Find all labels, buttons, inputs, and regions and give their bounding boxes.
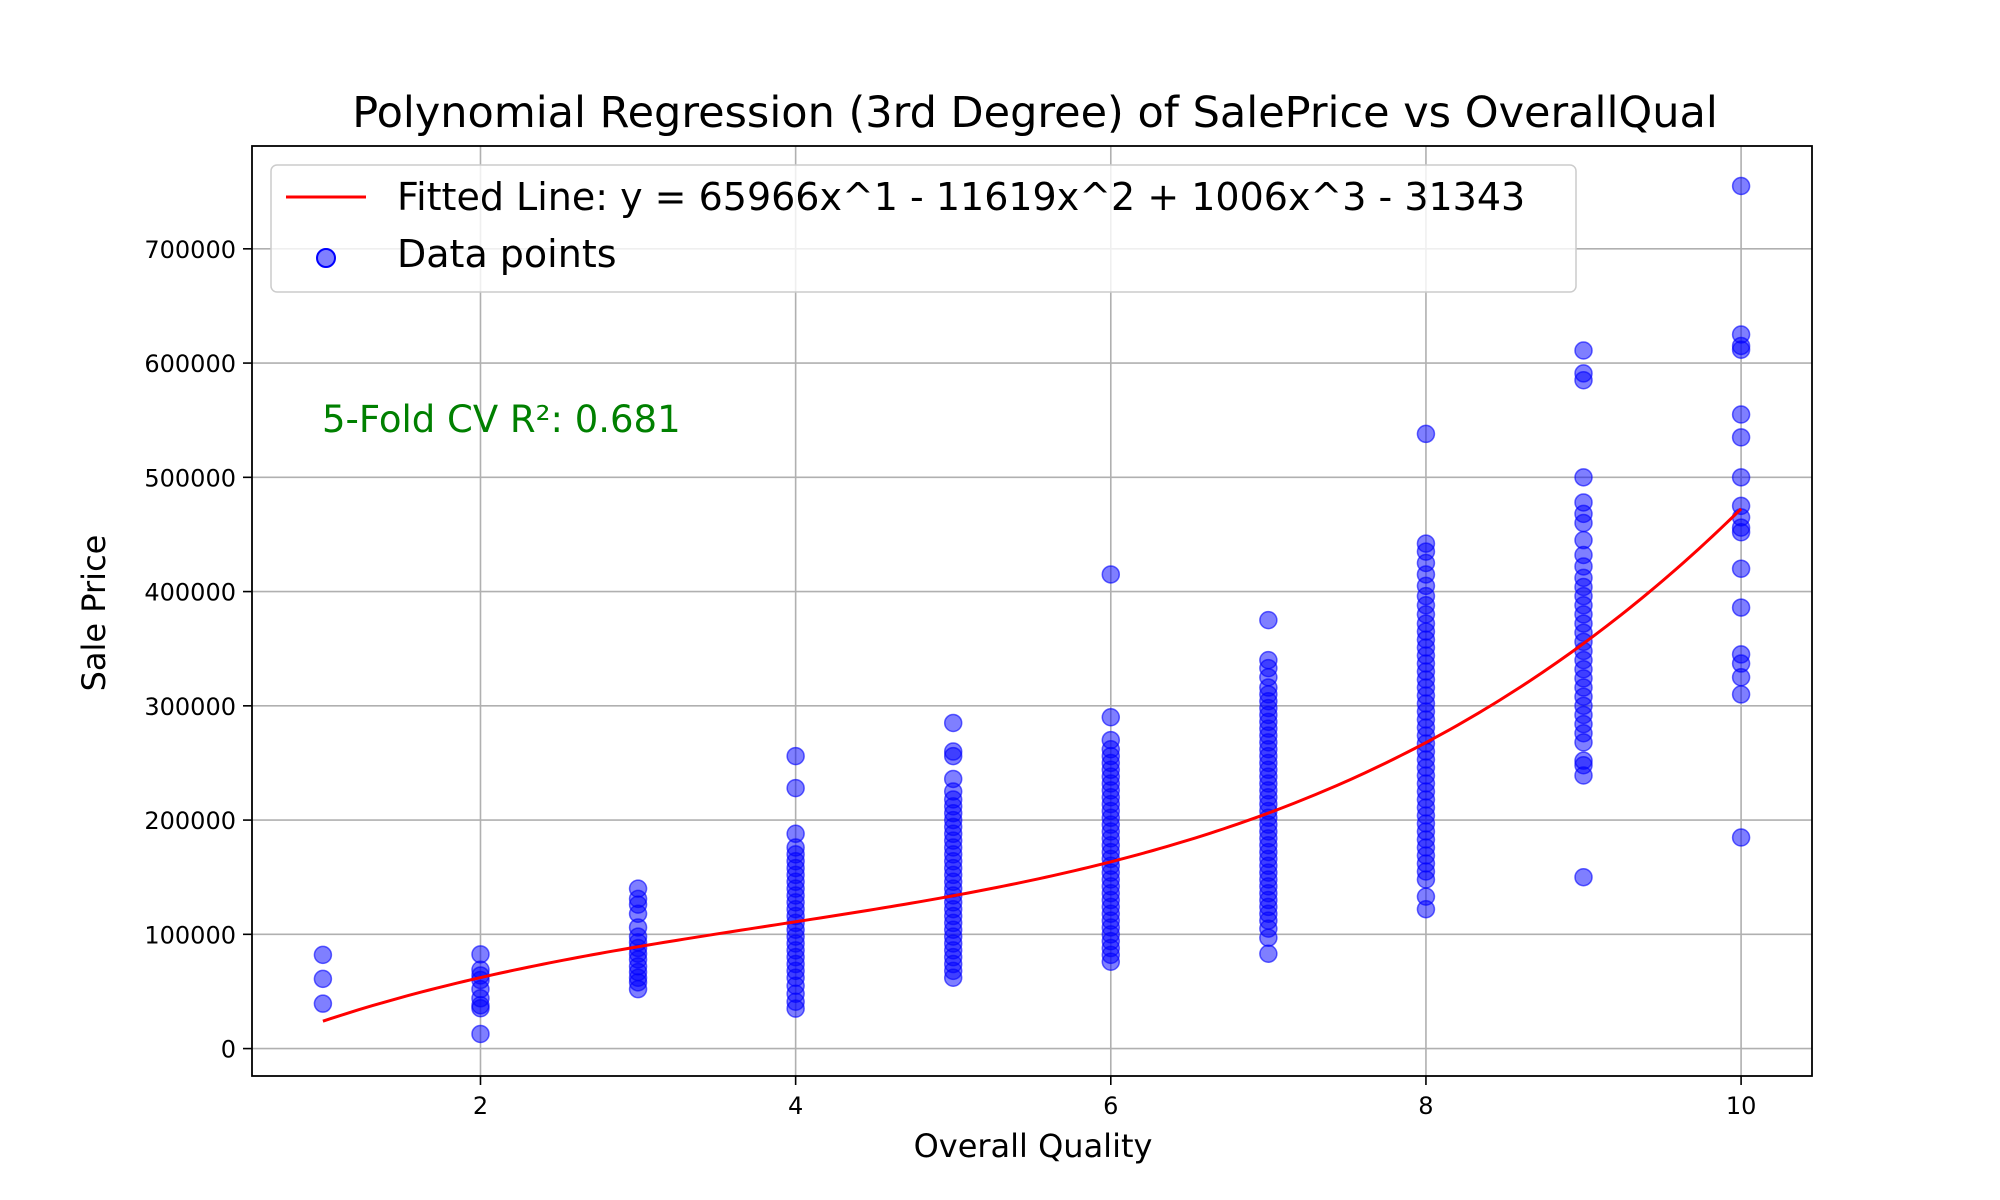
data-point [1731, 468, 1751, 487]
y-axis-label: Sale Price [75, 535, 113, 692]
y-tick-label: 0 [221, 1036, 236, 1064]
data-point [1731, 685, 1751, 704]
data-point [313, 994, 333, 1013]
fitted-curve [322, 507, 1743, 1023]
x-tick-label: 2 [473, 1092, 488, 1120]
x-axis-ticks: 2 4 6 8 10 [473, 1076, 1757, 1120]
data-point [1574, 341, 1593, 360]
data-point [1574, 364, 1593, 383]
data-point [1574, 530, 1593, 550]
plot-frame [251, 145, 1813, 1077]
grid-lines [252, 146, 1812, 1076]
data-point [1416, 534, 1436, 553]
legend-points-swatch [316, 248, 336, 268]
data-point [471, 1024, 490, 1044]
legend-points-label: Data points [397, 232, 617, 276]
data-point [1731, 828, 1751, 847]
data-point [628, 879, 648, 898]
data-point [1101, 708, 1121, 727]
data-point [471, 945, 490, 964]
x-tick-label: 8 [1418, 1092, 1433, 1120]
data-point [1731, 559, 1751, 578]
x-tick-label: 10 [1726, 1092, 1757, 1120]
data-point [1259, 650, 1278, 670]
x-tick-label: 6 [1103, 1092, 1118, 1120]
fitted-line [322, 507, 1743, 1023]
y-tick-label: 200000 [144, 807, 236, 835]
data-point [786, 824, 805, 844]
data-point [1259, 944, 1278, 964]
data-point [313, 969, 333, 989]
x-tick-label: 4 [788, 1092, 803, 1120]
data-point [1731, 598, 1751, 617]
y-axis-ticks: 0 100000 200000 300000 400000 500000 600000 700… [144, 236, 252, 1064]
data-point [1731, 645, 1751, 664]
data-point [1731, 325, 1751, 344]
data-point [1574, 468, 1593, 487]
chart-title: Polynomial Regression (3rd Degree) of Sa… [352, 88, 1718, 138]
data-point [313, 945, 333, 965]
data-point [1731, 496, 1751, 516]
data-point [1574, 493, 1593, 512]
data-point [1574, 751, 1593, 770]
legend: Fitted Line: y = 65966x^1 - 11619x^2 + 1… [270, 164, 1577, 293]
data-point [1416, 887, 1436, 906]
data-points [313, 176, 1751, 1044]
y-tick-label: 700000 [144, 236, 236, 264]
data-point [943, 742, 963, 761]
cv-r2-annotation: 5-Fold CV R²: 0.681 [322, 398, 681, 441]
data-point [1101, 565, 1121, 584]
y-tick-label: 300000 [144, 693, 236, 721]
data-point [1731, 428, 1751, 447]
data-point [1416, 424, 1436, 444]
y-tick-label: 100000 [144, 921, 236, 949]
y-tick-label: 400000 [144, 579, 236, 607]
data-point [943, 713, 963, 733]
data-point [1259, 610, 1278, 630]
data-point [943, 769, 963, 789]
data-point [1574, 867, 1593, 887]
data-point [786, 778, 805, 798]
data-point [1101, 730, 1121, 750]
y-tick-label: 600000 [144, 350, 236, 378]
data-point [1731, 176, 1751, 196]
data-point [786, 746, 805, 766]
x-axis-label: Overall Quality [914, 1127, 1153, 1165]
data-point [1731, 405, 1751, 424]
legend-fit-label: Fitted Line: y = 65966x^1 - 11619x^2 + 1… [397, 175, 1525, 219]
y-tick-label: 500000 [144, 464, 236, 492]
legend-box [270, 164, 1577, 293]
